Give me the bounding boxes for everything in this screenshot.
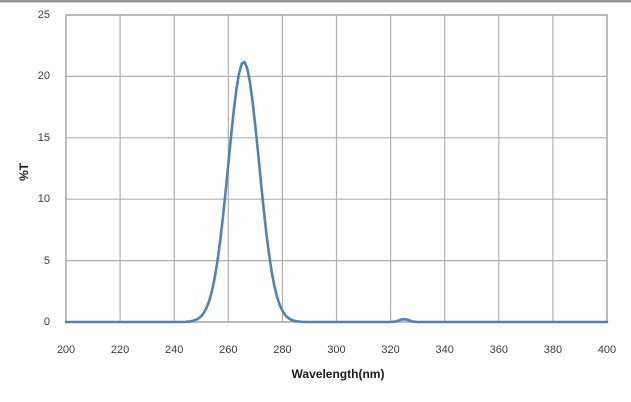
y-tick-label: 15 (37, 131, 50, 144)
x-axis-title: Wavelength(nm) (291, 367, 385, 381)
y-tick-label: 5 (43, 254, 50, 267)
x-tick-label: 320 (381, 344, 400, 356)
series-line (64, 60, 609, 324)
y-tick-label: 25 (37, 9, 50, 21)
x-tick-label: 200 (56, 344, 76, 356)
y-axis-title: %T (17, 163, 31, 181)
y-tick-label: 10 (37, 193, 50, 206)
y-tick-label: 0 (43, 316, 50, 328)
x-tick-label: 360 (489, 344, 508, 356)
x-tick-label: 380 (543, 344, 563, 356)
x-tick-label: 280 (273, 344, 292, 356)
window-top-border (0, 0, 631, 3)
x-tick-label: 240 (165, 344, 184, 356)
x-tick-label: 220 (110, 344, 130, 356)
x-tick-label: 300 (327, 344, 346, 356)
y-tick-label: 20 (37, 70, 50, 83)
x-tick-label: 260 (219, 344, 238, 356)
x-tick-label: 400 (597, 344, 617, 356)
x-tick-label: 340 (435, 344, 454, 356)
